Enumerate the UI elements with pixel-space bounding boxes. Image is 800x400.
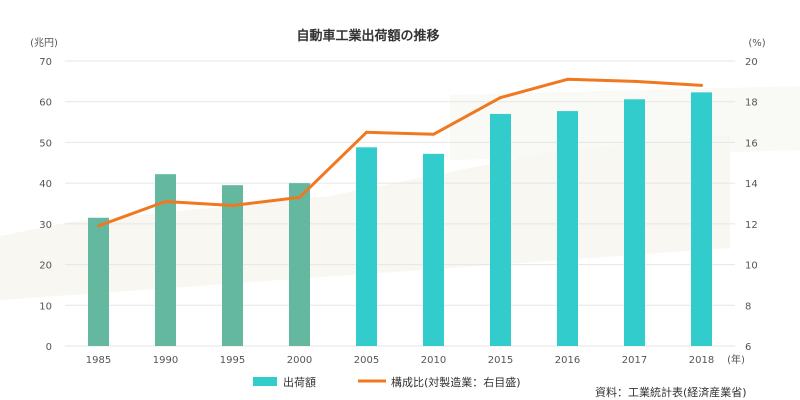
x-tick-label: 2016	[555, 355, 580, 366]
right-tick-label: 18	[745, 98, 758, 109]
bar	[423, 153, 444, 346]
left-tick-label: 20	[39, 261, 52, 272]
bar	[289, 183, 310, 346]
left-tick-label: 10	[39, 301, 52, 312]
background-decoration	[0, 86, 800, 300]
right-tick-label: 14	[745, 179, 758, 190]
line-path	[97, 77, 702, 228]
right-tick-label: 10	[745, 261, 758, 272]
x-tick-label: 2015	[488, 355, 513, 366]
left-tick-label: 30	[39, 220, 52, 231]
right-tick-label: 16	[745, 138, 758, 149]
right-axis-unit: (%)	[748, 38, 765, 49]
bar	[155, 174, 176, 346]
bar	[88, 217, 109, 346]
x-axis-unit: (年)	[727, 353, 745, 366]
gridlines	[65, 60, 735, 347]
left-axis-unit: (兆円)	[30, 37, 58, 49]
x-tick-label: 1985	[86, 355, 111, 366]
line-point	[231, 204, 234, 208]
x-tick-label: 2005	[354, 355, 379, 366]
line-point	[566, 77, 569, 81]
line-point	[700, 83, 703, 87]
line-series	[97, 77, 703, 228]
legend-bar-label: 出荷額	[283, 375, 316, 389]
bars	[88, 92, 712, 347]
right-tick-label: 6	[745, 342, 751, 353]
left-tick-label: 50	[39, 138, 52, 149]
left-tick-label: 70	[39, 57, 52, 68]
x-tick-label: 2000	[287, 355, 312, 366]
right-axis: 6 8 10 12 14 16 18 20	[745, 57, 758, 353]
x-tick-label: 2018	[689, 355, 714, 366]
bar	[557, 111, 578, 346]
line-point	[298, 195, 301, 199]
x-tick-label: 1995	[220, 355, 245, 366]
bar	[356, 147, 377, 346]
x-tick-label: 2010	[421, 355, 446, 366]
x-tick-label: 1990	[153, 355, 178, 366]
right-tick-label: 20	[745, 57, 758, 68]
line-point	[164, 199, 167, 203]
bar	[691, 92, 712, 346]
bar	[222, 185, 243, 346]
line-point	[365, 130, 368, 134]
legend-bar-swatch	[253, 377, 277, 386]
source-note: 資料：工業統計表(経済産業省)	[595, 385, 747, 399]
left-tick-label: 40	[39, 179, 52, 190]
legend-line-label: 構成比(対製造業：右目盛)	[391, 375, 521, 389]
x-tick-label: 2017	[622, 355, 647, 366]
line-point	[633, 79, 636, 83]
left-tick-label: 60	[39, 98, 52, 109]
left-axis: 0 10 20 30 40 50 60 70	[39, 57, 52, 353]
left-tick-label: 0	[46, 342, 52, 353]
right-tick-label: 8	[745, 301, 751, 312]
legend: 出荷額 構成比(対製造業：右目盛)	[253, 375, 521, 389]
bar	[624, 99, 645, 347]
right-tick-label: 12	[745, 220, 758, 231]
line-point	[432, 132, 435, 136]
bar	[490, 113, 511, 346]
line-point	[499, 96, 502, 100]
chart-title: 自動車工業出荷額の推移	[296, 28, 439, 44]
x-axis: 1985 1990 1995 2000 2005 2010 2015 2016 2017 2018	[86, 355, 714, 366]
line-point	[97, 224, 100, 228]
